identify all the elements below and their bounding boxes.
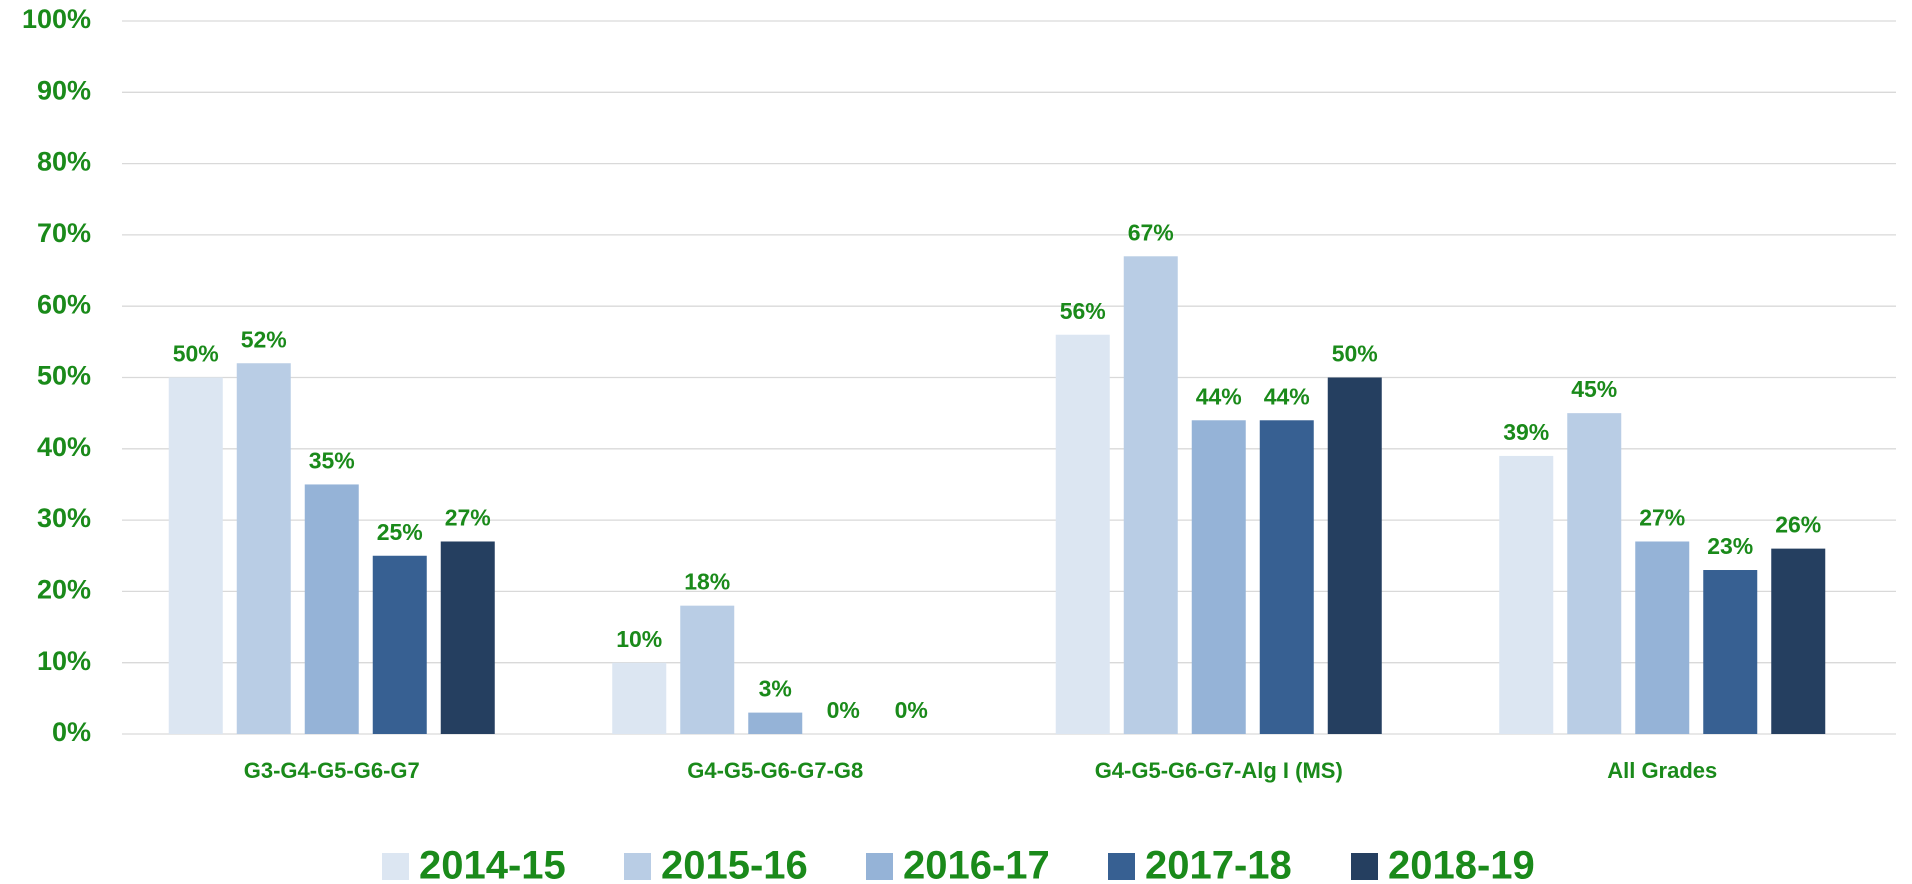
- value-label: 0%: [827, 697, 860, 723]
- y-tick-label: 80%: [37, 147, 91, 177]
- x-tick-label: G4-G5-G6-G7-G8: [687, 758, 863, 783]
- legend-swatch: [1351, 853, 1378, 880]
- value-label: 45%: [1571, 376, 1617, 402]
- bar: [1055, 334, 1110, 734]
- value-label: 50%: [173, 341, 219, 367]
- x-tick-label: All Grades: [1607, 758, 1717, 783]
- legend-label: 2015-16: [661, 844, 808, 884]
- value-label: 44%: [1196, 383, 1242, 409]
- legend-swatch: [382, 853, 409, 880]
- value-label: 25%: [377, 519, 423, 545]
- x-tick-label: G3-G4-G5-G6-G7: [244, 758, 420, 783]
- value-label: 27%: [445, 505, 491, 531]
- x-tick-label: G4-G5-G6-G7-Alg I (MS): [1095, 758, 1343, 783]
- bar: [1327, 377, 1382, 734]
- bar: [1123, 256, 1178, 734]
- value-label: 0%: [895, 697, 928, 723]
- value-label: 10%: [616, 626, 662, 652]
- value-label: 39%: [1503, 419, 1549, 445]
- legend-swatch: [1108, 853, 1135, 880]
- bar: [748, 712, 803, 734]
- y-tick-label: 40%: [37, 432, 91, 462]
- legend-swatch: [624, 853, 651, 880]
- bar: [1259, 420, 1314, 734]
- bar: [1567, 413, 1622, 734]
- value-label: 3%: [759, 676, 792, 702]
- y-tick-label: 20%: [37, 575, 91, 605]
- value-label: 35%: [309, 448, 355, 474]
- bar: [304, 484, 359, 734]
- bar: [1499, 455, 1554, 734]
- bar: [440, 541, 495, 734]
- value-label: 18%: [684, 569, 730, 595]
- bar: [680, 605, 735, 734]
- bar: [236, 363, 291, 734]
- value-label: 52%: [241, 326, 287, 352]
- legend-label: 2018-19: [1388, 844, 1535, 884]
- y-tick-label: 60%: [37, 289, 91, 319]
- legend-label: 2014-15: [419, 844, 566, 884]
- value-label: 23%: [1707, 533, 1753, 559]
- y-tick-label: 100%: [22, 4, 91, 34]
- bar: [372, 555, 427, 734]
- value-label: 27%: [1639, 505, 1685, 531]
- bar: [1771, 548, 1826, 734]
- bar: [168, 377, 223, 734]
- y-tick-label: 90%: [37, 75, 91, 105]
- value-label: 26%: [1775, 512, 1821, 538]
- value-label: 44%: [1264, 383, 1310, 409]
- y-tick-label: 70%: [37, 218, 91, 248]
- bar: [1635, 541, 1690, 734]
- legend-swatch: [866, 853, 893, 880]
- y-tick-label: 0%: [52, 717, 91, 747]
- value-label: 50%: [1332, 341, 1378, 367]
- legend-label: 2017-18: [1145, 844, 1292, 884]
- value-label: 67%: [1128, 219, 1174, 245]
- value-label: 56%: [1060, 298, 1106, 324]
- y-tick-label: 50%: [37, 361, 91, 391]
- bar: [1191, 420, 1246, 734]
- y-tick-label: 10%: [37, 646, 91, 676]
- y-tick-label: 30%: [37, 503, 91, 533]
- legend-label: 2016-17: [903, 844, 1050, 884]
- bar: [612, 662, 667, 734]
- bar: [1703, 570, 1758, 734]
